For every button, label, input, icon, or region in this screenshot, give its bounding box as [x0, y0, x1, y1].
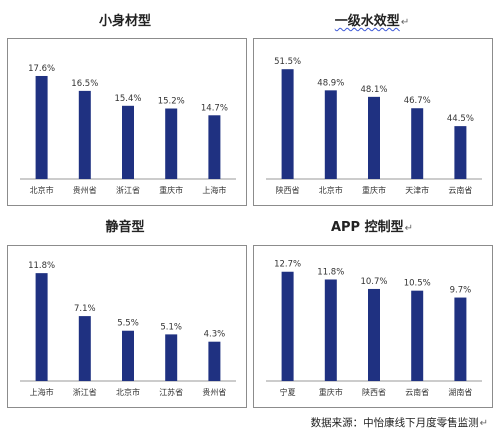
value-label: 12.7%	[274, 260, 301, 270]
category-label: 重庆市	[159, 185, 183, 195]
value-label: 5.1%	[160, 322, 182, 332]
chart-title-4: APP 控制型↵	[272, 216, 472, 235]
category-label: 天津市	[405, 185, 429, 195]
value-label: 9.7%	[450, 286, 472, 296]
bar	[78, 316, 91, 381]
category-label: 北京市	[30, 185, 54, 195]
chart-title-2-text: 一级水效型	[334, 14, 400, 29]
bar	[122, 330, 134, 381]
bar	[368, 96, 380, 179]
value-label: 14.7%	[201, 103, 228, 113]
category-label: 上海市	[30, 387, 54, 397]
category-label: 上海市	[202, 185, 226, 195]
category-label: 宁夏	[280, 387, 296, 397]
category-label: 北京市	[116, 387, 140, 397]
bar	[35, 273, 48, 381]
category-label: 湖南省	[448, 387, 472, 397]
category-label: 重庆市	[319, 387, 343, 397]
data-source-text: 数据来源：中怡康线下月度零售监测	[310, 417, 479, 429]
chart-panel-4: 12.7% 宁夏 11.8% 重庆市 10.7% 陕西省 10.5% 云南省 9.7% 湖南省	[253, 245, 493, 408]
category-label: 贵州省	[202, 387, 226, 397]
bar	[165, 334, 178, 381]
value-label: 11.8%	[317, 267, 344, 277]
bar	[454, 126, 467, 179]
chart-title-2-mark: ↵	[400, 17, 410, 28]
bar	[411, 108, 424, 179]
category-label: 贵州省	[73, 185, 97, 195]
category-label: 陕西省	[362, 387, 386, 397]
value-label: 44.5%	[447, 114, 474, 124]
chart-panel-2: 51.5% 陕西省 48.9% 北京市 48.1% 重庆市 46.7% 天津市 44.5% 云南省	[253, 38, 493, 206]
category-label: 云南省	[405, 387, 429, 397]
value-label: 15.2%	[158, 97, 185, 107]
value-label: 16.5%	[71, 79, 98, 89]
data-source-mark: ↵	[479, 418, 488, 429]
bar	[208, 341, 221, 381]
value-label: 5.5%	[117, 319, 139, 329]
value-label: 48.9%	[317, 78, 344, 88]
chart-title-4-text: APP 控制型	[330, 220, 404, 235]
chart-title-2: 一级水效型↵	[272, 10, 472, 29]
bar	[454, 297, 467, 381]
bar	[122, 105, 134, 179]
value-label: 10.7%	[360, 277, 387, 287]
category-label: 陕西省	[276, 185, 300, 195]
bar	[208, 115, 221, 179]
chart-title-3-text: 静音型	[105, 220, 145, 235]
value-label: 11.8%	[28, 261, 55, 271]
data-source-note: 数据来源：中怡康线下月度零售监测↵	[311, 415, 488, 430]
category-label: 浙江省	[116, 185, 140, 195]
chart-panel-1: 17.6% 北京市 16.5% 贵州省 15.4% 浙江省 15.2% 重庆市 14.7% 上海市	[7, 38, 247, 206]
bar	[324, 90, 337, 179]
bar	[78, 90, 91, 179]
chart-3-svg: 11.8% 上海市 7.1% 浙江省 5.5% 北京市 5.1% 江苏省 4.3% 贵州省	[20, 261, 236, 397]
bar	[368, 288, 380, 381]
category-label: 云南省	[448, 185, 472, 195]
category-label: 北京市	[319, 185, 343, 195]
bar	[165, 108, 178, 179]
category-label: 重庆市	[362, 185, 386, 195]
bar	[411, 290, 424, 381]
category-label: 浙江省	[73, 387, 97, 397]
bar	[281, 271, 294, 381]
bar	[35, 75, 48, 179]
chart-title-4-mark: ↵	[404, 223, 414, 234]
bar	[281, 69, 294, 179]
value-label: 4.3%	[204, 330, 226, 340]
value-label: 7.1%	[74, 304, 96, 314]
value-label: 15.4%	[114, 94, 141, 104]
chart-2-svg: 51.5% 陕西省 48.9% 北京市 48.1% 重庆市 46.7% 天津市 44.5% 云南省	[266, 57, 482, 195]
value-label: 48.1%	[360, 85, 387, 95]
value-label: 51.5%	[274, 57, 301, 67]
category-label: 江苏省	[159, 387, 183, 397]
bar	[324, 279, 337, 381]
value-label: 10.5%	[404, 279, 431, 289]
chart-panel-3: 11.8% 上海市 7.1% 浙江省 5.5% 北京市 5.1% 江苏省 4.3% 贵州省	[7, 245, 247, 408]
chart-1-svg: 17.6% 北京市 16.5% 贵州省 15.4% 浙江省 15.2% 重庆市 14.7% 上海市	[20, 64, 236, 195]
chart-title-3: 静音型	[25, 216, 225, 235]
chart-title-1-text: 小身材型	[98, 14, 151, 29]
chart-4-svg: 12.7% 宁夏 11.8% 重庆市 10.7% 陕西省 10.5% 云南省 9.7% 湖南省	[266, 260, 482, 397]
value-label: 46.7%	[404, 96, 431, 106]
value-label: 17.6%	[28, 64, 55, 74]
chart-title-1: 小身材型	[25, 10, 225, 29]
